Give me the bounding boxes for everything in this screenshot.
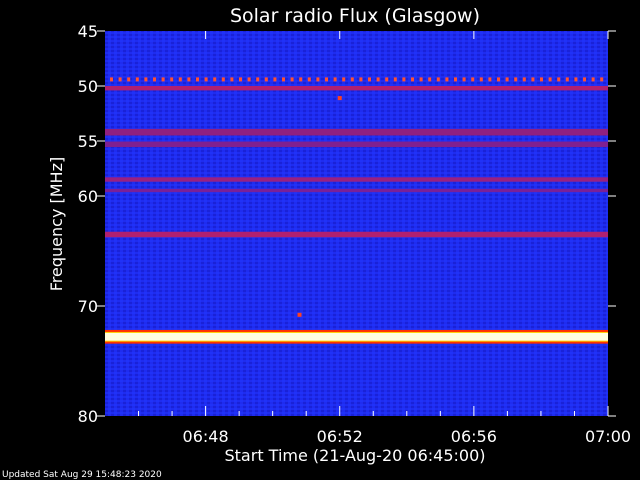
pulse-marker [213,77,217,82]
pulse-marker [299,77,303,82]
pulse-marker [110,77,113,82]
pulse-marker [204,77,208,82]
pulse-marker [376,77,380,82]
pulse-marker [445,77,449,82]
pulse-marker [600,77,604,82]
pulse-marker [239,77,242,82]
pulse-marker [316,77,320,82]
pulse-marker [264,77,268,82]
emission-band [105,332,608,341]
pulse-marker [368,77,371,82]
emission-band [105,141,608,148]
pulse-marker [505,77,509,82]
pulse-marker [557,77,561,82]
pulse-marker [273,77,277,82]
pulse-marker [282,77,285,82]
y-axis-label: Frequency [MHz] [47,157,66,291]
pulse-marker [230,77,234,82]
x-tick-label: 06:52 [317,427,363,446]
emission-band [105,128,608,136]
pulse-markers [110,77,604,82]
pulse-marker [402,77,406,82]
pulse-marker [531,77,535,82]
pulse-marker [325,77,328,82]
x-tick-label: 06:48 [183,427,229,446]
pulse-marker [591,77,595,82]
pulse-marker [153,77,156,82]
y-tick-label: 80 [78,407,98,426]
pulse-marker [118,77,122,82]
pulse-marker [127,77,131,82]
updated-timestamp: Updated Sat Aug 29 15:48:23 2020 [2,470,162,480]
pulse-marker [393,77,397,82]
pulse-marker [419,77,423,82]
pulse-marker [178,77,182,82]
pulse-marker [256,77,260,82]
y-tick-label: 55 [78,132,98,151]
burst-point [337,96,342,101]
x-tick-label: 06:56 [451,427,497,446]
pulse-marker [342,77,346,82]
pulse-marker [454,77,457,82]
pulse-marker [385,77,389,82]
pulse-marker [135,77,139,82]
pulse-marker [411,77,414,82]
pulse-marker [497,77,500,82]
pulse-marker [290,77,294,82]
y-tick-label: 60 [78,187,98,206]
pulse-marker [161,77,165,82]
plot-area [105,31,608,416]
x-axis-ticks: 06:48 06:52 06:56 07:00 [138,31,631,446]
y-tick-label: 50 [78,77,98,96]
pulse-marker [359,77,363,82]
pulse-marker [170,77,174,82]
pulse-marker [247,77,251,82]
pulse-marker [187,77,191,82]
pulse-marker [462,77,466,82]
pulse-marker [350,77,354,82]
emission-band [105,177,608,182]
emission-band [105,86,608,91]
y-axis-ticks: 45 50 55 60 70 80 [78,22,616,426]
burst-point [297,312,302,317]
pulse-marker [583,77,586,82]
pulse-marker [574,77,578,82]
pulse-marker [479,77,483,82]
emission-band [105,231,608,238]
plot-background [105,31,608,416]
pulse-marker [548,77,552,82]
emission-band [105,188,608,193]
y-tick-label: 70 [78,297,98,316]
pulse-marker [522,77,526,82]
pulse-marker [540,77,543,82]
pulse-marker [514,77,518,82]
emission-bands [105,86,608,344]
pulse-marker [428,77,432,82]
pulse-marker [436,77,440,82]
bursts [297,96,342,317]
pulse-marker [471,77,475,82]
pulse-marker [565,77,569,82]
pulse-marker [144,77,148,82]
x-tick-label: 07:00 [585,427,631,446]
pulse-marker [307,77,311,82]
x-axis-label: Start Time (21-Aug-20 06:45:00) [225,446,486,465]
pulse-marker [196,77,199,82]
pulse-marker [333,77,337,82]
pulse-marker [488,77,492,82]
y-tick-label: 45 [78,22,98,41]
chart-title: Solar radio Flux (Glasgow) [230,5,480,27]
pulse-marker [221,77,225,82]
